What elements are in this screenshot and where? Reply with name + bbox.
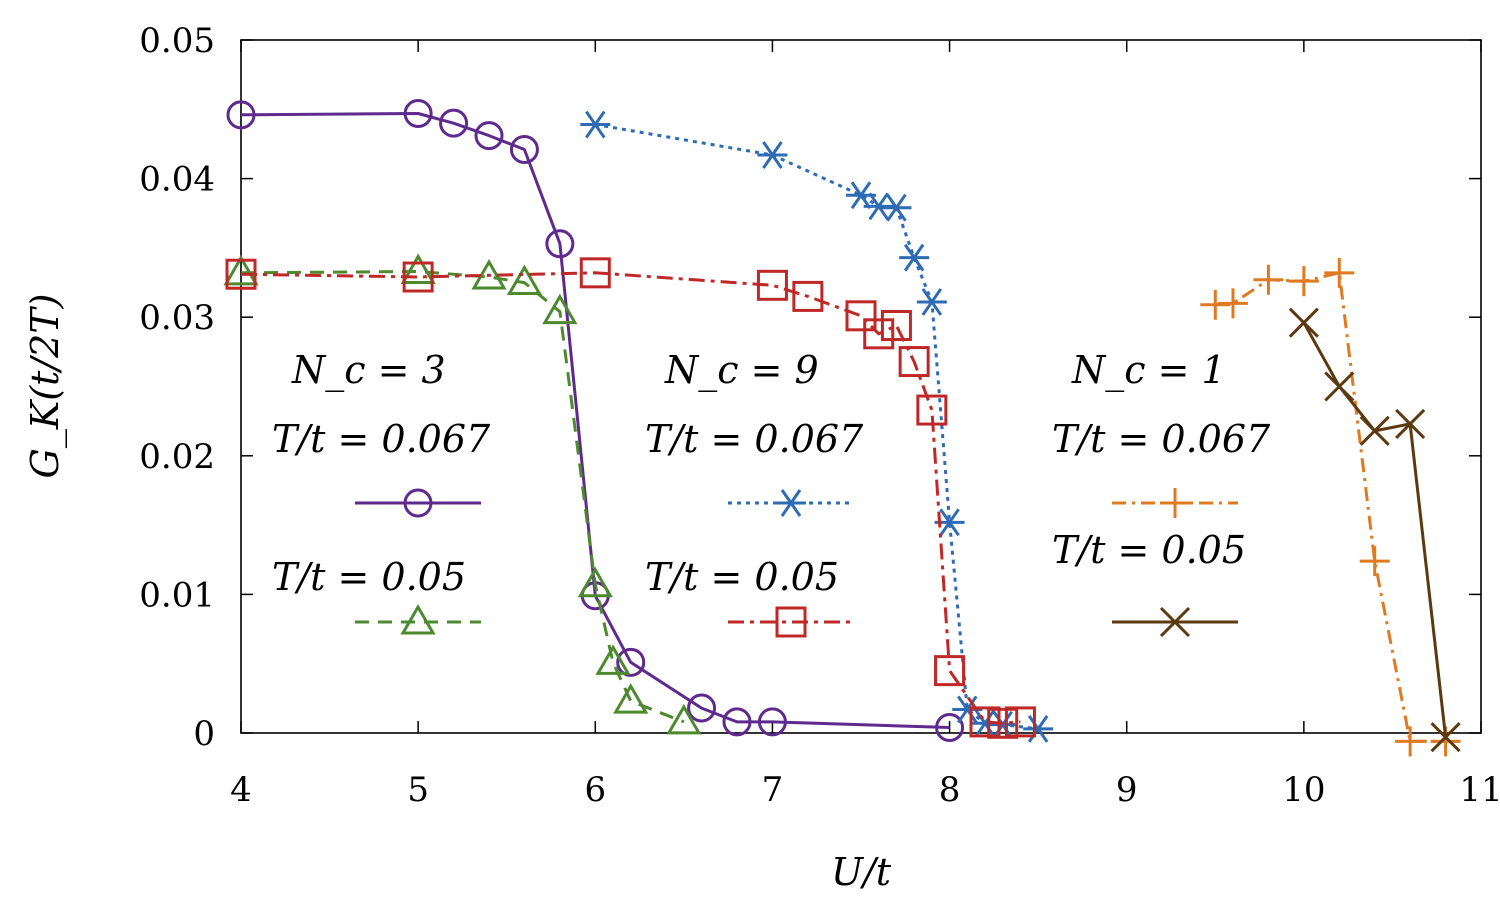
data-point (595, 644, 631, 675)
y-tick-label: 0.01 (139, 575, 215, 615)
data-point (403, 98, 433, 128)
data-point (863, 318, 895, 350)
x-tick-label: 8 (939, 770, 961, 810)
y-tick-label: 0.02 (139, 437, 215, 477)
legend-sample-marker (400, 603, 436, 635)
data-point (223, 254, 259, 286)
data-point (722, 707, 752, 737)
legend-group-title: N_c = 3 (291, 348, 446, 393)
legend-group-0: N_c = 3 T/t = 0.067 T/t = 0.05 (272, 348, 491, 635)
data-point (400, 253, 436, 284)
legend-group-title: N_c = 1 (1071, 348, 1226, 393)
legend-sample-marker (403, 488, 433, 518)
data-point (474, 121, 504, 151)
legend-entry-label: T/t = 0.067 (645, 417, 864, 461)
x-tick-label: 4 (230, 770, 252, 810)
series-line (1215, 271, 1446, 743)
series-line (240, 270, 685, 724)
data-point (439, 108, 469, 138)
data-point (1324, 257, 1355, 288)
y-tick-label: 0.05 (139, 21, 215, 61)
data-point (898, 346, 930, 378)
data-point (1359, 415, 1390, 446)
tick-marks: 4 5 6 7 8 9 10 11 0 0.01 0.02 0.03 0.04 0.05 (139, 21, 1500, 810)
legend-group-1: N_c = 9 T/t = 0.067 T/t = 0.05 (645, 348, 864, 638)
data-point (1004, 706, 1036, 738)
data-point (545, 229, 575, 259)
data-point (757, 141, 788, 169)
legend-sample-marker (776, 489, 806, 517)
data-point (1359, 546, 1390, 577)
data-point (987, 707, 1019, 739)
data-point (506, 264, 543, 296)
y-tick-label: 0 (193, 714, 215, 754)
x-tick-label: 7 (762, 770, 784, 810)
legend-sample-marker (775, 606, 807, 638)
data-point (225, 258, 257, 290)
data-point (580, 110, 611, 139)
data-point (757, 707, 787, 737)
legend-entry-label: T/t = 0.05 (645, 555, 839, 599)
data-point (226, 100, 256, 130)
data-point (616, 647, 646, 677)
x-tick-label: 11 (1459, 770, 1500, 810)
legend-group-title: N_c = 9 (664, 348, 819, 393)
series-line (1302, 321, 1448, 738)
data-point (792, 280, 824, 312)
data-point (756, 269, 788, 301)
data-point (1218, 288, 1248, 319)
legend: N_c = 3 T/t = 0.067 T/t = 0.05 N_c = 9 T/t =… (272, 348, 1271, 638)
legend-entry-label: T/t = 0.067 (1052, 417, 1271, 461)
legend-sample-marker (1160, 488, 1190, 518)
data-point (1023, 714, 1054, 743)
data-point (1395, 408, 1426, 439)
data-point (613, 683, 649, 714)
x-tick-label: 10 (1282, 770, 1325, 810)
data-point (881, 193, 912, 222)
series-layer (223, 98, 1461, 757)
data-point (577, 566, 613, 598)
data-point (845, 300, 877, 332)
series-1 (223, 253, 702, 735)
series-line (240, 112, 950, 729)
legend-entry-label: T/t = 0.05 (272, 555, 466, 599)
x-axis-label: U/t (831, 850, 892, 894)
data-point (935, 712, 965, 742)
series-5 (1288, 307, 1461, 753)
data-point (969, 706, 1001, 738)
data-point (509, 134, 539, 164)
legend-entry-label: T/t = 0.05 (1052, 528, 1246, 572)
y-tick-label: 0.03 (139, 298, 215, 338)
y-axis-label: G_K(t/2T) (23, 294, 68, 479)
y-tick-label: 0.04 (139, 160, 215, 200)
series-3 (225, 257, 1036, 739)
legend-sample-marker (1159, 606, 1191, 638)
data-point (1288, 307, 1319, 338)
legend-group-2: N_c = 1 T/t = 0.067 T/t = 0.05 (1052, 348, 1271, 638)
data-point (1430, 722, 1461, 753)
x-tick-label: 6 (584, 770, 606, 810)
data-point (579, 257, 611, 289)
data-point (916, 394, 948, 426)
data-point (1253, 264, 1284, 295)
series-4 (1200, 257, 1461, 757)
legend-entry-label: T/t = 0.067 (272, 417, 491, 461)
data-point (402, 261, 434, 293)
plot-frame (240, 39, 1482, 734)
data-point (1324, 371, 1355, 402)
data-point (666, 703, 702, 735)
data-point (687, 693, 717, 723)
data-point (1395, 726, 1426, 757)
data-point (899, 243, 930, 272)
data-point (934, 655, 966, 687)
data-point (880, 310, 912, 342)
data-point (916, 288, 947, 316)
data-point (542, 293, 578, 325)
x-tick-label: 5 (407, 770, 429, 810)
data-point (1288, 266, 1319, 297)
data-point (471, 259, 507, 290)
x-tick-label: 9 (1116, 770, 1138, 810)
